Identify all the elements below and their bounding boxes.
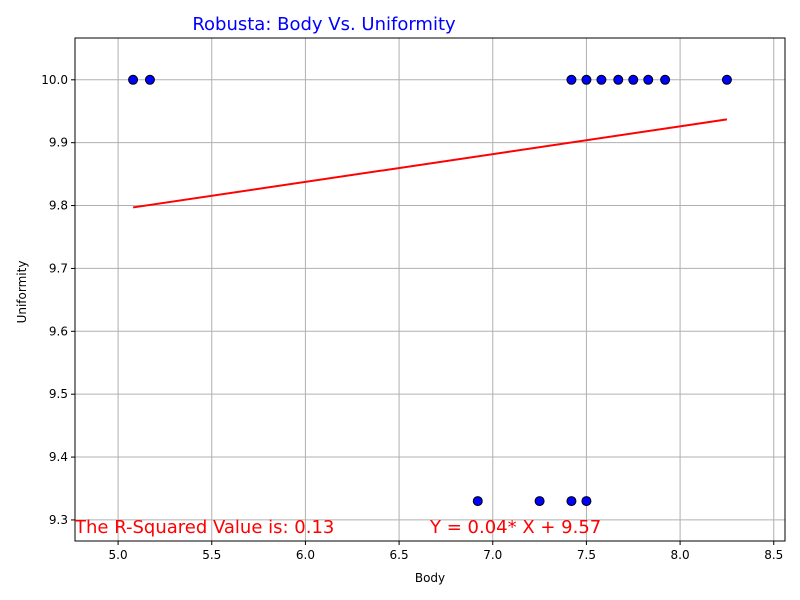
y-tick-label: 9.9 bbox=[49, 136, 68, 150]
x-tick-label: 6.0 bbox=[296, 548, 315, 562]
regression-equation-annotation: Y = 0.04* X + 9.57 bbox=[429, 517, 601, 538]
chart-title: Robusta: Body Vs. Uniformity bbox=[192, 14, 456, 35]
x-axis-label: Body bbox=[415, 571, 445, 585]
data-point bbox=[566, 496, 577, 507]
grid-lines bbox=[75, 38, 785, 541]
x-tick-label: 5.5 bbox=[202, 548, 221, 562]
y-tick-label: 9.7 bbox=[49, 261, 68, 275]
x-tick-label: 7.5 bbox=[577, 548, 596, 562]
data-point bbox=[721, 74, 732, 85]
data-point bbox=[472, 496, 483, 507]
regression-line-group bbox=[132, 118, 728, 209]
data-point bbox=[596, 74, 607, 85]
data-point bbox=[128, 74, 139, 85]
data-points bbox=[128, 74, 732, 507]
data-point bbox=[660, 74, 671, 85]
data-point bbox=[144, 74, 155, 85]
data-point bbox=[566, 74, 577, 85]
x-tick-label: 5.0 bbox=[109, 548, 128, 562]
y-tick-label: 9.5 bbox=[49, 387, 68, 401]
y-axis-label: Uniformity bbox=[15, 261, 29, 324]
x-tick-label: 6.5 bbox=[390, 548, 409, 562]
r-squared-annotation: The R-Squared Value is: 0.13 bbox=[74, 517, 334, 538]
data-point bbox=[581, 496, 592, 507]
data-point bbox=[643, 74, 654, 85]
y-axis-ticks: 9.3 9.4 9.5 9.6 9.7 9.8 9.9 10.0 bbox=[41, 73, 75, 527]
regression-line bbox=[132, 118, 728, 209]
x-tick-label: 7.0 bbox=[483, 548, 502, 562]
y-tick-label: 10.0 bbox=[41, 73, 68, 87]
x-tick-label: 8.5 bbox=[764, 548, 783, 562]
data-point bbox=[534, 496, 545, 507]
y-tick-label: 9.4 bbox=[49, 450, 68, 464]
x-tick-label: 8.0 bbox=[671, 548, 690, 562]
y-tick-label: 9.3 bbox=[49, 513, 68, 527]
y-tick-label: 9.8 bbox=[49, 199, 68, 213]
y-tick-label: 9.6 bbox=[49, 324, 68, 338]
plot-frame bbox=[74, 37, 786, 542]
data-point bbox=[628, 74, 639, 85]
x-axis-ticks: 5.0 5.5 6.0 6.5 7.0 7.5 8.0 8.5 bbox=[109, 541, 783, 562]
data-point bbox=[613, 74, 624, 85]
data-point bbox=[581, 74, 592, 85]
